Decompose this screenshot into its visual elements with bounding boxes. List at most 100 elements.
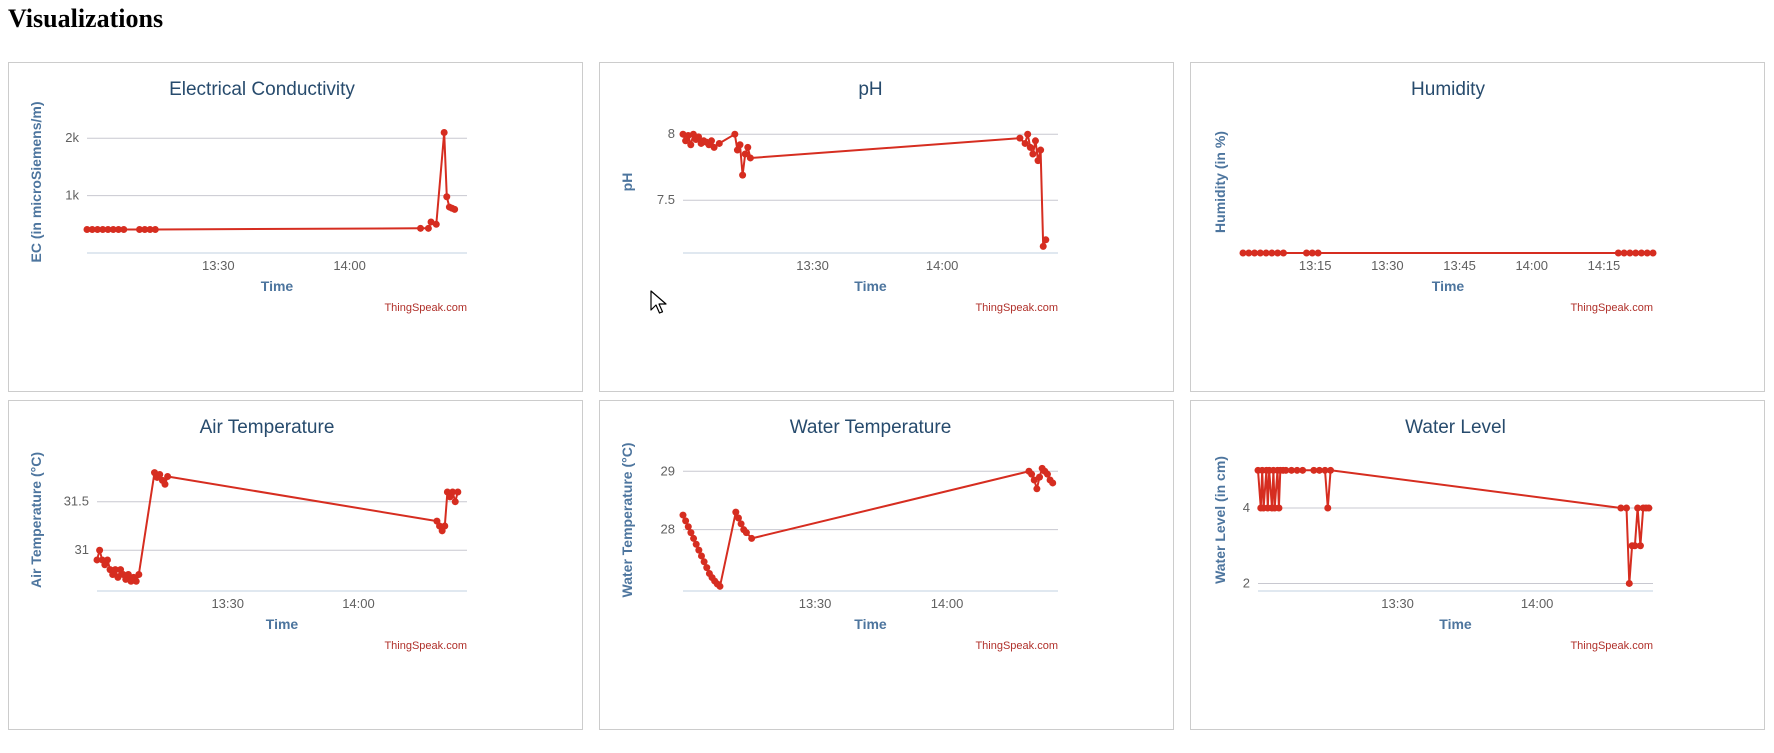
data-point[interactable]: [99, 225, 107, 233]
data-point[interactable]: [731, 130, 739, 138]
data-point[interactable]: [1245, 249, 1253, 257]
data-point[interactable]: [687, 141, 695, 149]
credit-link[interactable]: ThingSpeak.com: [384, 640, 467, 652]
data-point[interactable]: [161, 480, 169, 488]
data-point[interactable]: [1030, 476, 1038, 484]
data-point[interactable]: [744, 143, 752, 151]
data-point[interactable]: [1021, 139, 1029, 147]
data-point[interactable]: [1024, 130, 1032, 138]
data-point[interactable]: [151, 225, 159, 233]
data-point[interactable]: [1620, 249, 1628, 257]
data-point[interactable]: [716, 582, 724, 590]
data-point[interactable]: [1321, 466, 1329, 474]
data-point[interactable]: [432, 220, 440, 228]
credit-link[interactable]: ThingSpeak.com: [975, 640, 1058, 652]
data-point[interactable]: [1268, 249, 1276, 257]
data-point[interactable]: [104, 225, 112, 233]
data-point[interactable]: [1303, 249, 1311, 257]
credit-link[interactable]: ThingSpeak.com: [1570, 302, 1653, 314]
data-point[interactable]: [1034, 157, 1042, 165]
data-point[interactable]: [748, 534, 756, 542]
data-point[interactable]: [1625, 579, 1633, 587]
data-point[interactable]: [1626, 249, 1634, 257]
data-point[interactable]: [736, 141, 744, 149]
data-point[interactable]: [1039, 242, 1047, 250]
data-point[interactable]: [1636, 542, 1644, 550]
data-point[interactable]: [1649, 249, 1657, 257]
data-point[interactable]: [742, 529, 750, 537]
data-point[interactable]: [1033, 485, 1041, 493]
data-point[interactable]: [164, 472, 172, 480]
data-point[interactable]: [695, 133, 703, 141]
data-point[interactable]: [1016, 134, 1024, 142]
data-point[interactable]: [1631, 542, 1639, 550]
data-point[interactable]: [733, 146, 741, 154]
data-point[interactable]: [111, 566, 119, 574]
data-point[interactable]: [96, 546, 104, 554]
data-point[interactable]: [1643, 249, 1651, 257]
data-point[interactable]: [451, 498, 459, 506]
data-point[interactable]: [1262, 249, 1270, 257]
data-point[interactable]: [1287, 466, 1295, 474]
data-point[interactable]: [1031, 137, 1039, 145]
data-point[interactable]: [417, 224, 425, 232]
data-point[interactable]: [690, 534, 698, 542]
data-point[interactable]: [132, 577, 140, 585]
data-point[interactable]: [424, 224, 432, 232]
data-point[interactable]: [1645, 504, 1653, 512]
data-point[interactable]: [708, 137, 716, 145]
data-point[interactable]: [692, 540, 700, 548]
data-point[interactable]: [1299, 466, 1307, 474]
data-point[interactable]: [710, 143, 718, 151]
data-point[interactable]: [682, 137, 690, 145]
data-point[interactable]: [1617, 504, 1625, 512]
data-point[interactable]: [124, 571, 132, 578]
data-point[interactable]: [746, 154, 754, 162]
data-point[interactable]: [427, 218, 435, 226]
data-point[interactable]: [443, 193, 451, 201]
data-point[interactable]: [1279, 249, 1287, 257]
data-point[interactable]: [451, 205, 459, 213]
data-point[interactable]: [1028, 470, 1036, 478]
data-point[interactable]: [695, 546, 703, 554]
data-point[interactable]: [454, 488, 462, 496]
data-point[interactable]: [441, 522, 449, 530]
data-point[interactable]: [687, 529, 695, 537]
data-point[interactable]: [689, 130, 697, 138]
data-point[interactable]: [1256, 249, 1264, 257]
data-point[interactable]: [697, 552, 705, 560]
data-point[interactable]: [1049, 479, 1057, 487]
data-point[interactable]: [741, 150, 749, 158]
data-point[interactable]: [1293, 466, 1301, 474]
data-point[interactable]: [440, 128, 448, 136]
data-point[interactable]: [1634, 504, 1642, 512]
data-point[interactable]: [1026, 143, 1034, 151]
data-point[interactable]: [88, 225, 96, 233]
data-point[interactable]: [156, 471, 164, 479]
data-point[interactable]: [1324, 504, 1332, 512]
data-point[interactable]: [114, 573, 122, 581]
data-point[interactable]: [1314, 249, 1322, 257]
data-point[interactable]: [1282, 466, 1290, 474]
data-point[interactable]: [1614, 249, 1622, 257]
data-point[interactable]: [1275, 504, 1283, 512]
data-point[interactable]: [1239, 249, 1247, 257]
data-point[interactable]: [715, 139, 723, 147]
data-point[interactable]: [83, 225, 91, 233]
data-point[interactable]: [684, 523, 692, 531]
data-point[interactable]: [739, 171, 747, 179]
credit-link[interactable]: ThingSpeak.com: [975, 302, 1058, 314]
data-point[interactable]: [682, 517, 690, 525]
data-point[interactable]: [737, 520, 745, 528]
data-point[interactable]: [135, 571, 143, 578]
data-point[interactable]: [141, 225, 149, 233]
data-point[interactable]: [1037, 146, 1045, 154]
data-point[interactable]: [1042, 236, 1050, 244]
data-point[interactable]: [136, 225, 144, 233]
data-point[interactable]: [93, 556, 101, 564]
data-point[interactable]: [109, 225, 117, 233]
data-point[interactable]: [1622, 504, 1630, 512]
data-point[interactable]: [1251, 249, 1259, 257]
data-point[interactable]: [703, 564, 711, 572]
data-point[interactable]: [1315, 466, 1323, 474]
